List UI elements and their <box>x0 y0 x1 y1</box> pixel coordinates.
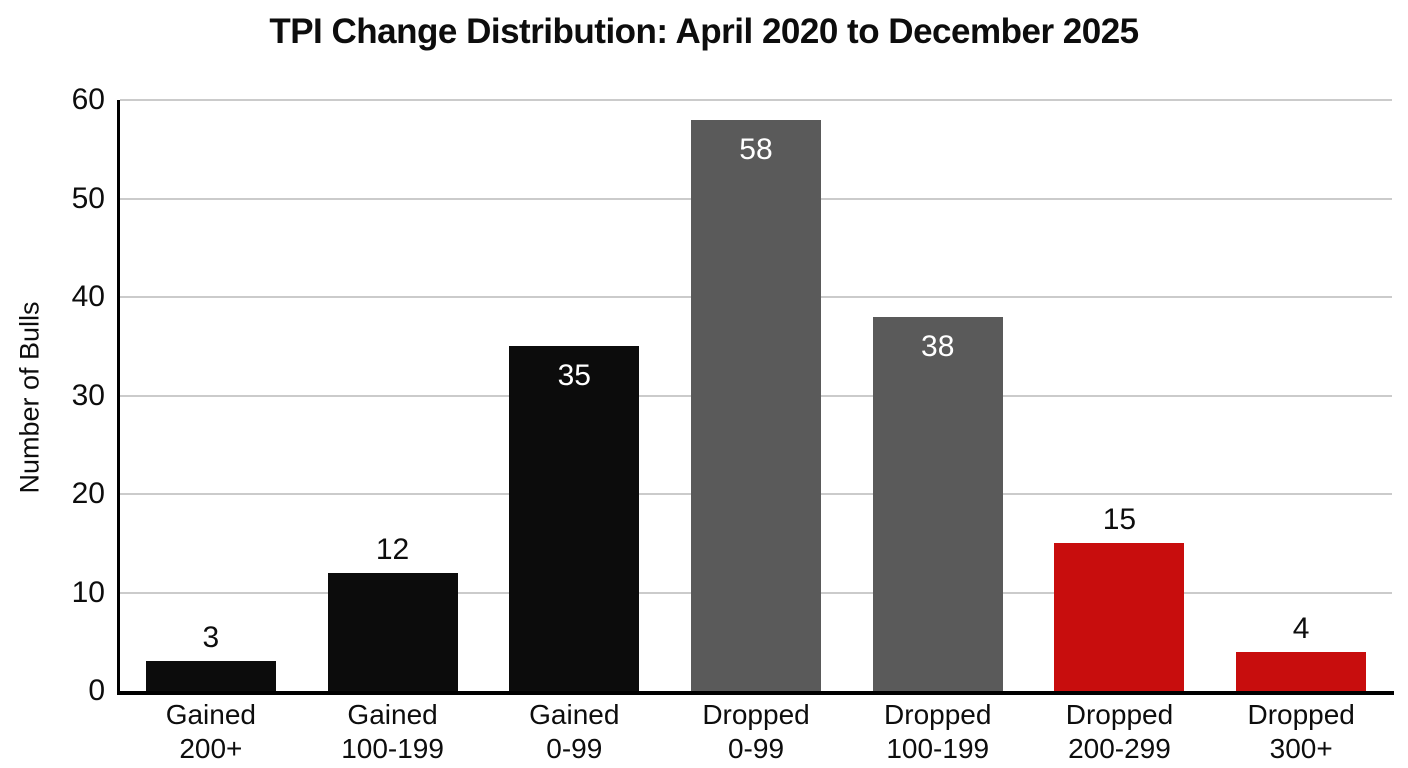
x-tick-label: Dropped 200-299 <box>1065 699 1174 764</box>
x-tick-label: Dropped 100-199 <box>884 699 992 764</box>
bar-value-label: 12 <box>375 532 410 566</box>
x-axis-ticks: Gained 200+ Gained 100-199 Gained 0-99 Drop… <box>120 698 1392 766</box>
bar-value-label: 35 <box>557 359 591 393</box>
bar-value-label: 38 <box>921 329 955 363</box>
bar-gained-200+: 3 <box>145 621 276 691</box>
bar-dropped-0-99: 58 <box>691 119 821 691</box>
x-axis-line <box>117 691 1394 695</box>
y-tick-label: 60 <box>71 83 105 116</box>
y-tick-label: 20 <box>71 477 105 510</box>
x-tick-label: Gained 0-99 <box>529 699 620 764</box>
y-tick-label: 30 <box>71 378 105 412</box>
plot-area: 3 12 35 58 38 15 4 <box>117 99 1394 695</box>
bar-gained-100-199: 12 <box>327 533 458 691</box>
x-tick-label: Gained 200+ <box>165 699 256 764</box>
y-axis-ticks: 0 10 20 30 40 50 60 <box>0 83 105 707</box>
y-tick-label: 50 <box>71 181 105 215</box>
bar-value-label: 3 <box>202 621 220 655</box>
y-tick-label: 10 <box>71 575 105 609</box>
gridline <box>120 99 1392 101</box>
bar-dropped-100-199: 38 <box>872 316 1003 691</box>
y-tick-label: 40 <box>71 280 105 313</box>
x-tick-label: Dropped 300+ <box>1247 699 1355 764</box>
chart-title: TPI Change Distribution: April 2020 to D… <box>269 12 1139 51</box>
x-tick-label: Dropped 0-99 <box>702 699 810 764</box>
bar-value-label: 4 <box>1292 611 1310 645</box>
bar-dropped-200-299: 15 <box>1054 503 1185 691</box>
bar-dropped-300+: 4 <box>1236 612 1367 691</box>
bar-value-label: 15 <box>1102 503 1137 537</box>
y-tick-label: 0 <box>88 674 105 707</box>
x-tick-label: Gained 100-199 <box>341 699 444 764</box>
bar-value-label: 58 <box>739 132 773 166</box>
y-axis-line <box>117 100 120 691</box>
bar-gained-0-99: 35 <box>509 346 640 691</box>
